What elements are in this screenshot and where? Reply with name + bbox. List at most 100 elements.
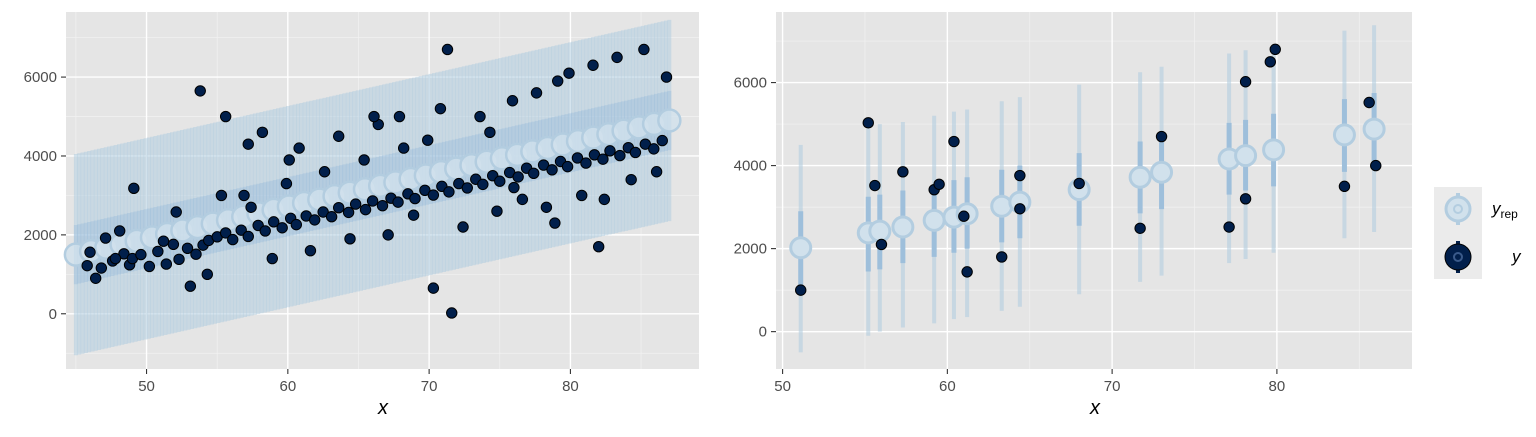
y-point <box>181 242 194 254</box>
y-point <box>304 244 317 257</box>
y-point <box>446 307 458 319</box>
y-point <box>656 134 668 147</box>
yrep-median-marker <box>891 215 915 239</box>
right-panel: 50 60 70 80 0 2000 4000 6000 x <box>734 12 1412 419</box>
y-point <box>317 206 329 218</box>
y-point <box>256 126 269 139</box>
y-point <box>530 87 543 99</box>
y-point <box>648 143 660 155</box>
legend-yrep-main: y <box>1491 199 1502 218</box>
y-point <box>99 232 112 244</box>
y-point <box>184 280 197 292</box>
y-point <box>325 211 338 223</box>
y-point <box>342 206 355 219</box>
y-point <box>382 229 394 241</box>
panel-background <box>776 12 1412 369</box>
y-points <box>81 43 673 319</box>
y-point <box>1134 222 1146 234</box>
yrep-median-marker <box>1362 117 1386 141</box>
y-point <box>409 192 421 205</box>
y-point <box>280 177 293 190</box>
y-point <box>128 182 140 195</box>
y-tick-label: 0 <box>49 306 57 323</box>
y-point <box>571 152 584 164</box>
y-tick-label: 6000 <box>24 69 57 86</box>
y-point <box>491 205 503 217</box>
y-point <box>235 224 247 236</box>
legend-yrep-marker <box>1444 195 1472 223</box>
yrep-median-marker <box>922 208 946 232</box>
y-tick-label: 4000 <box>24 148 57 165</box>
y-point <box>614 149 626 162</box>
x-tick-label: 50 <box>138 378 155 395</box>
y-point <box>1223 221 1235 233</box>
x-tick-label: 70 <box>1104 378 1121 395</box>
y-point <box>933 178 945 190</box>
y-point <box>996 251 1008 263</box>
y-point <box>494 175 506 187</box>
y-point <box>332 130 345 142</box>
y-point <box>157 235 170 247</box>
y-point <box>638 43 650 56</box>
y-point <box>1155 130 1168 143</box>
y-point <box>1014 169 1026 182</box>
y-point <box>170 206 182 218</box>
y-point <box>219 227 232 239</box>
legend-label-y: y <box>1511 247 1522 266</box>
x-tick-label: 80 <box>1269 378 1286 395</box>
y-point <box>215 189 228 202</box>
y-point <box>580 157 592 169</box>
y-point <box>113 225 126 237</box>
y-point <box>611 51 623 64</box>
y-point <box>268 216 280 228</box>
yrep-median-marker <box>657 108 682 133</box>
y-point <box>563 67 575 79</box>
y-point <box>587 59 599 71</box>
legend-yrep-sub: rep <box>1501 207 1519 221</box>
legend-key-yrep <box>1444 193 1472 225</box>
y-point <box>393 110 406 123</box>
y-tick-label: 4000 <box>734 158 767 175</box>
y-point <box>625 173 637 186</box>
y-point <box>461 182 473 194</box>
y-point <box>1239 193 1252 205</box>
yrep-median-marker <box>868 219 892 243</box>
y-point <box>276 222 288 234</box>
y-point <box>795 284 807 296</box>
y-point <box>344 233 356 245</box>
y-point <box>1014 203 1026 215</box>
y-point <box>457 221 469 233</box>
y-point <box>242 230 254 243</box>
y-point <box>1239 76 1252 88</box>
y-point <box>604 145 616 157</box>
y-point <box>143 260 156 273</box>
y-point <box>660 71 673 83</box>
y-point <box>422 134 434 146</box>
y-point <box>592 241 605 253</box>
y-point <box>597 153 609 165</box>
y-point <box>537 159 550 171</box>
yrep-median-marker <box>1234 144 1258 168</box>
x-tick-label: 60 <box>939 378 956 395</box>
y-point <box>167 238 180 251</box>
y-point <box>290 218 303 231</box>
y-point <box>650 166 663 178</box>
y-point <box>118 248 130 260</box>
y-point <box>368 110 380 123</box>
y-point <box>506 95 519 107</box>
yrep-median-marker <box>1128 165 1152 189</box>
y-point <box>1073 177 1085 190</box>
y-point <box>397 142 410 154</box>
y-point <box>89 272 102 284</box>
y-point <box>366 195 379 207</box>
y-point <box>266 252 278 265</box>
yrep-median-marker <box>789 236 813 260</box>
legend-key-y <box>1444 241 1472 273</box>
legend-yrep-inner <box>1453 204 1463 214</box>
y-point <box>1370 159 1382 172</box>
y-tick-label: 6000 <box>734 75 767 92</box>
y-point <box>958 210 970 222</box>
y-point <box>245 201 257 213</box>
y-point <box>434 102 447 115</box>
